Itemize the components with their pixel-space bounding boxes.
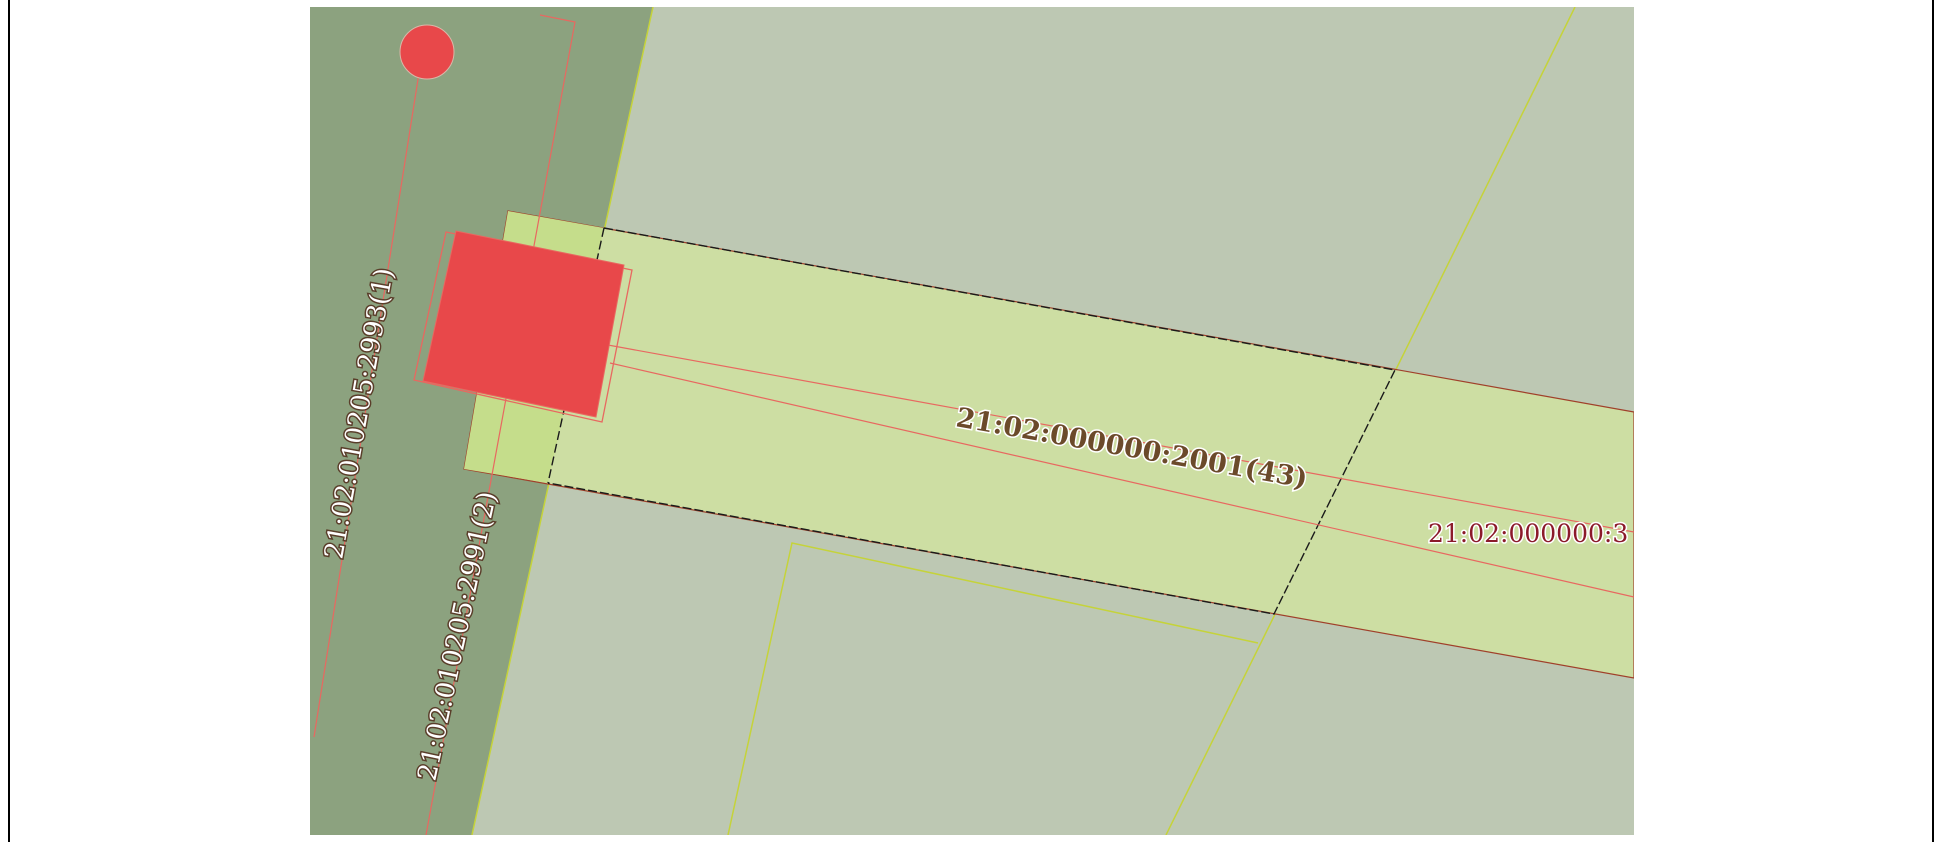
page-frame [8, 0, 1934, 842]
cadastral-map[interactable]: 21:02:010205:2993(1) 21:02:010205:2991(2… [310, 7, 1634, 835]
point-marker[interactable] [399, 24, 455, 80]
parcel-2993-boundary [313, 53, 423, 738]
parcel-2991-boundary [425, 14, 576, 835]
segment-boundary-dashed-1 [547, 227, 1397, 615]
parcel-boundary-yellow-2 [727, 542, 1259, 835]
map-viewport[interactable]: 21:02:010205:2993(1) 21:02:010205:2991(2… [310, 7, 1634, 835]
parcel-3-boundary-lower [609, 362, 1634, 598]
building[interactable] [422, 230, 625, 418]
parcel-label-3: 21:02:000000:3 [1428, 519, 1628, 548]
parcel-3-boundary-upper [585, 340, 1634, 533]
